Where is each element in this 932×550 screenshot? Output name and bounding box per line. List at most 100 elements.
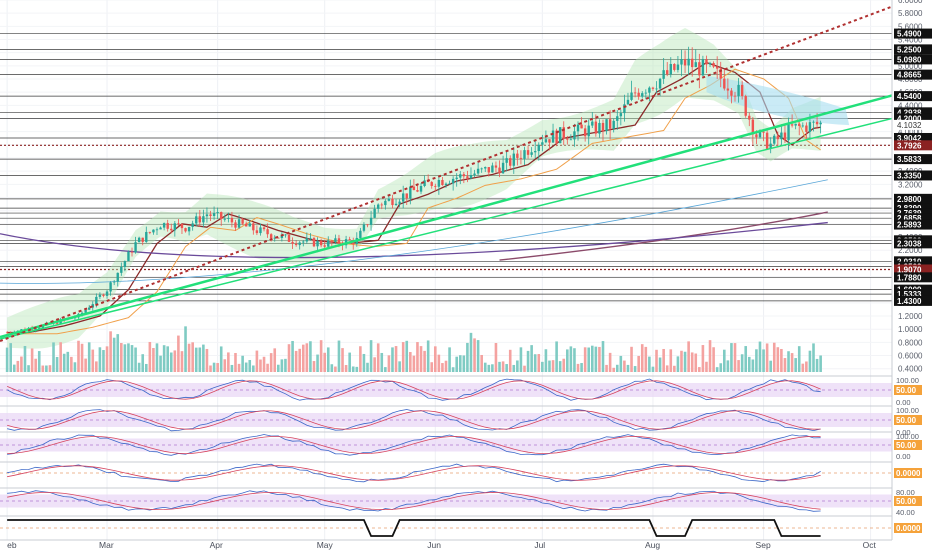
volume-bar: [362, 353, 366, 372]
candle-body: [102, 294, 105, 296]
candle-body: [755, 134, 758, 138]
price-level-label: 4.2938: [897, 108, 922, 117]
volume-bar: [797, 346, 801, 372]
volume-bar: [523, 365, 526, 372]
candle-body: [287, 234, 291, 242]
volume-bar: [348, 352, 351, 372]
volume-bar: [441, 363, 444, 372]
candle-body: [630, 92, 633, 100]
candle-body: [505, 158, 508, 163]
volume-bar: [519, 347, 523, 372]
candle-body: [680, 59, 683, 65]
candle-body: [719, 68, 722, 79]
candle-body: [423, 180, 426, 187]
price-level-badge: [894, 238, 932, 249]
candle-body: [434, 185, 437, 187]
candle-body: [805, 125, 808, 132]
volume-bar: [772, 342, 776, 372]
volume-bar: [27, 365, 30, 372]
y-tick-label: 0.6000: [898, 352, 923, 361]
volume-bar: [316, 354, 319, 372]
volume-bar: [166, 346, 169, 372]
candle-body: [751, 119, 755, 135]
volume-bar: [291, 340, 294, 372]
candle-body: [237, 219, 241, 228]
candle-body: [177, 223, 180, 225]
candle-body: [516, 153, 519, 158]
indicator-line-a: [7, 434, 821, 456]
candle-body: [127, 251, 130, 262]
y-tick-label: 5.0000: [898, 62, 923, 71]
candle-body: [819, 122, 822, 125]
candle-body: [145, 231, 148, 242]
candle-body: [330, 240, 334, 243]
volume-bar: [569, 346, 573, 372]
volume-bar: [751, 359, 755, 372]
volume-bar: [623, 360, 626, 372]
volume-bar: [191, 342, 194, 372]
volume-bar: [662, 348, 665, 372]
candle-body: [205, 214, 209, 217]
candle-body: [769, 143, 772, 149]
candle-body: [359, 230, 362, 238]
candle-body: [666, 70, 669, 75]
pane-badge: [894, 440, 922, 450]
candle-body: [280, 235, 284, 238]
volume-bar: [687, 341, 690, 372]
candle-body: [733, 95, 737, 97]
candle-body: [91, 304, 94, 308]
volume-bar: [487, 364, 491, 372]
price-level-badge: [894, 69, 932, 80]
candle-body: [269, 234, 273, 239]
price-level-badge: [894, 54, 932, 65]
volume-bar: [533, 354, 537, 372]
candle-body: [526, 150, 530, 155]
price-level-badge: [894, 256, 932, 267]
volume-bar: [551, 360, 555, 372]
volume-bar: [273, 348, 277, 372]
candle-body: [120, 266, 123, 273]
indicator-line-b: [6, 380, 821, 400]
candle-body: [591, 121, 594, 126]
candle-body: [708, 63, 712, 65]
volume-bar: [783, 358, 787, 372]
volume-bar: [405, 340, 409, 372]
y-axis: 0.40000.60000.80001.00001.20001.40001.60…: [891, 0, 932, 540]
pane-tick-label: 0.00: [896, 428, 911, 437]
price-level-label: 2.6858: [897, 214, 922, 223]
volume-bar: [790, 353, 794, 372]
volume-bar: [451, 367, 455, 372]
pane-badge-label: 50.00: [896, 497, 917, 506]
candle-body: [459, 174, 462, 178]
volume-bar: [380, 352, 384, 372]
candle-body: [494, 165, 498, 168]
volume-bar: [458, 355, 462, 372]
candle-body: [441, 179, 444, 186]
price-level-badge: [894, 132, 932, 143]
price-level-label: 3.5833: [897, 155, 922, 164]
pane-badge-label: 50.00: [896, 441, 917, 450]
volume-bar: [637, 355, 640, 372]
volume-bar: [633, 366, 637, 372]
y-tick-label: 1.0000: [898, 325, 923, 334]
volume-bar: [762, 349, 765, 372]
pane-badge: [894, 415, 922, 425]
current-price-label: 4.1032: [897, 121, 922, 130]
volume-bar: [9, 343, 13, 372]
candle-body: [259, 227, 262, 234]
volume-bar: [723, 349, 726, 372]
volume-bar: [576, 363, 580, 372]
candle-body: [530, 152, 533, 155]
candle-body: [623, 104, 626, 114]
candle-body: [491, 165, 494, 173]
volume-bar: [466, 342, 469, 372]
candle-body: [669, 64, 672, 75]
volume-bar: [423, 350, 426, 372]
candle-body: [334, 238, 337, 243]
volume-bar: [98, 347, 102, 372]
volume-bar: [366, 362, 369, 372]
volume-bar: [141, 354, 145, 372]
candle-body: [180, 224, 184, 229]
volume-bar: [230, 364, 234, 372]
candle-body: [541, 142, 544, 145]
